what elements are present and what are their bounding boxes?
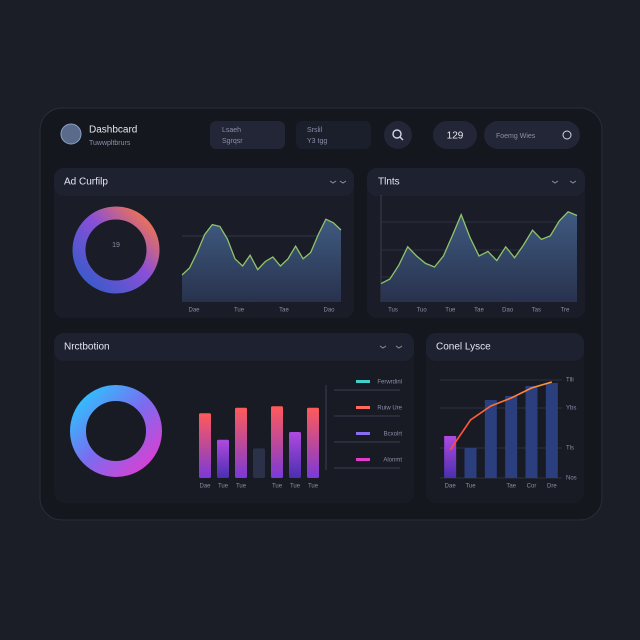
x-label: Tue (234, 308, 245, 314)
legend-swatch (356, 432, 370, 435)
x-label: Dae (199, 484, 211, 490)
filter-value: Sgrqsr (222, 138, 243, 145)
view-icon (562, 130, 572, 140)
bar (199, 413, 211, 478)
panel-header (367, 168, 585, 196)
filter-value: Y3 tgg (307, 138, 327, 145)
area (381, 211, 577, 302)
search-button[interactable] (384, 121, 412, 149)
bar (444, 436, 457, 478)
search-icon (399, 136, 404, 141)
x-label: Tue (236, 484, 247, 490)
panel-title: Ad Curfilp (64, 177, 108, 188)
panel-title: Conel Lysce (436, 342, 491, 353)
avatar (60, 123, 82, 145)
x-label: Tae (474, 308, 484, 314)
y-label: Tls (566, 446, 574, 452)
legend-label: Bcxolrt (384, 432, 403, 438)
bar (525, 386, 538, 478)
menu-chevrons[interactable] (329, 180, 577, 349)
filter[interactable] (210, 121, 285, 149)
view-label: Foemg Wies (496, 133, 536, 140)
bar (464, 448, 477, 478)
panel-title: Tlnts (378, 177, 400, 188)
x-label: Dae (445, 484, 457, 490)
legend-label: Alonmt (383, 458, 402, 464)
x-label: Dre (547, 484, 557, 490)
panel-header (426, 333, 584, 361)
bar (217, 439, 229, 478)
x-label: Dao (323, 308, 335, 314)
x-label: Tas (532, 308, 541, 314)
search-icon (392, 129, 402, 139)
x-label: Tue (218, 484, 229, 490)
legend-swatch (356, 406, 370, 409)
title: Dashbcard (89, 125, 137, 136)
x-label: Cor (527, 484, 537, 490)
bar (545, 383, 558, 478)
bar (235, 407, 247, 478)
x-label: Tus (388, 308, 398, 314)
donut (70, 385, 162, 477)
x-label: Tue (272, 484, 283, 490)
x-label: Dae (188, 308, 200, 314)
donut (72, 206, 160, 294)
legend-swatch (356, 458, 370, 461)
legend-swatch (356, 380, 370, 383)
donut-label: 19 (112, 242, 120, 249)
y-label: Ybs (566, 406, 576, 412)
bar (307, 407, 319, 478)
subtitle: Tuwwpltbrurs (89, 140, 131, 147)
panel-title: Nrctbotion (64, 342, 110, 353)
y-label: Nos (566, 476, 577, 482)
bar (289, 431, 301, 478)
count-pill[interactable] (433, 121, 477, 149)
filter-label: Srslil (307, 127, 323, 134)
legend-label: Ferwrdinl (377, 380, 402, 386)
x-label: Tuo (417, 308, 428, 314)
count: 129 (447, 131, 464, 142)
x-label: Tae (506, 484, 516, 490)
area-line (181, 218, 342, 276)
bar (505, 396, 518, 478)
area (182, 219, 341, 302)
x-label: Tue (290, 484, 301, 490)
trend-line (449, 381, 553, 451)
panel-header (54, 333, 414, 361)
bar (271, 406, 283, 478)
filter[interactable] (296, 121, 371, 149)
filter-label: Lsaeh (222, 127, 241, 134)
y-label: Tlli (566, 378, 574, 384)
x-label: Tae (279, 308, 289, 314)
legend-label: Ruiw Ure (377, 406, 402, 412)
x-label: Tue (445, 308, 456, 314)
panel-header (54, 168, 354, 196)
bar (484, 400, 497, 478)
x-label: Tre (561, 308, 570, 314)
x-label: Tue (308, 484, 319, 490)
x-label: Dao (502, 308, 514, 314)
x-label: Tue (465, 484, 476, 490)
bar (253, 448, 265, 478)
view-button[interactable] (484, 121, 580, 149)
area-line (380, 211, 578, 285)
